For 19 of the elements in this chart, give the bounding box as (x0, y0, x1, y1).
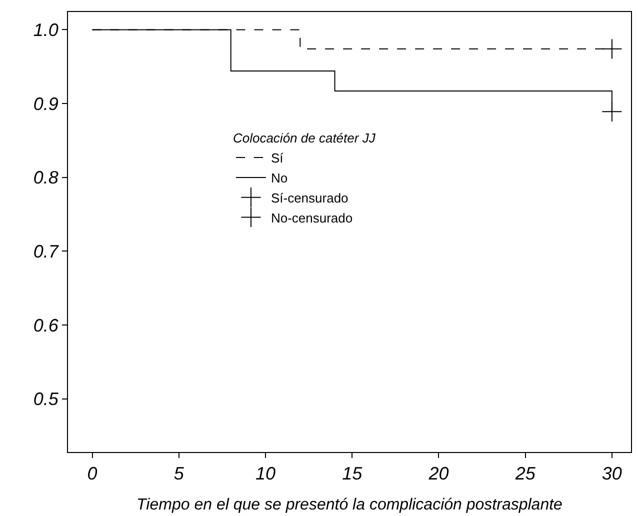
x-tick-label: 5 (174, 464, 185, 484)
y-tick-label: 0.8 (33, 168, 58, 188)
x-tick-label: 10 (255, 464, 276, 484)
legend-label: Sí-censurado (270, 190, 348, 206)
x-tick-label: 0 (87, 464, 98, 484)
x-tick-label: 20 (428, 464, 449, 484)
x-tick-label: 15 (342, 464, 364, 484)
y-tick-label: 0.9 (33, 94, 58, 114)
x-tick-label: 30 (602, 464, 622, 484)
y-tick-label: 0.7 (33, 241, 60, 262)
y-tick-label: 0.5 (33, 389, 60, 410)
legend-label: Sí (270, 150, 284, 166)
legend-label: No (270, 170, 288, 186)
y-tick-label: 1.0 (33, 20, 58, 40)
x-axis-title: Tiempo en el que se presentó la complicación postrasplante (136, 496, 563, 514)
x-tick-label: 25 (514, 464, 536, 484)
legend-title: Colocación de catéter JJ (232, 130, 376, 146)
y-tick-label: 0.6 (33, 315, 60, 336)
legend-label: No-censurado (270, 210, 353, 226)
